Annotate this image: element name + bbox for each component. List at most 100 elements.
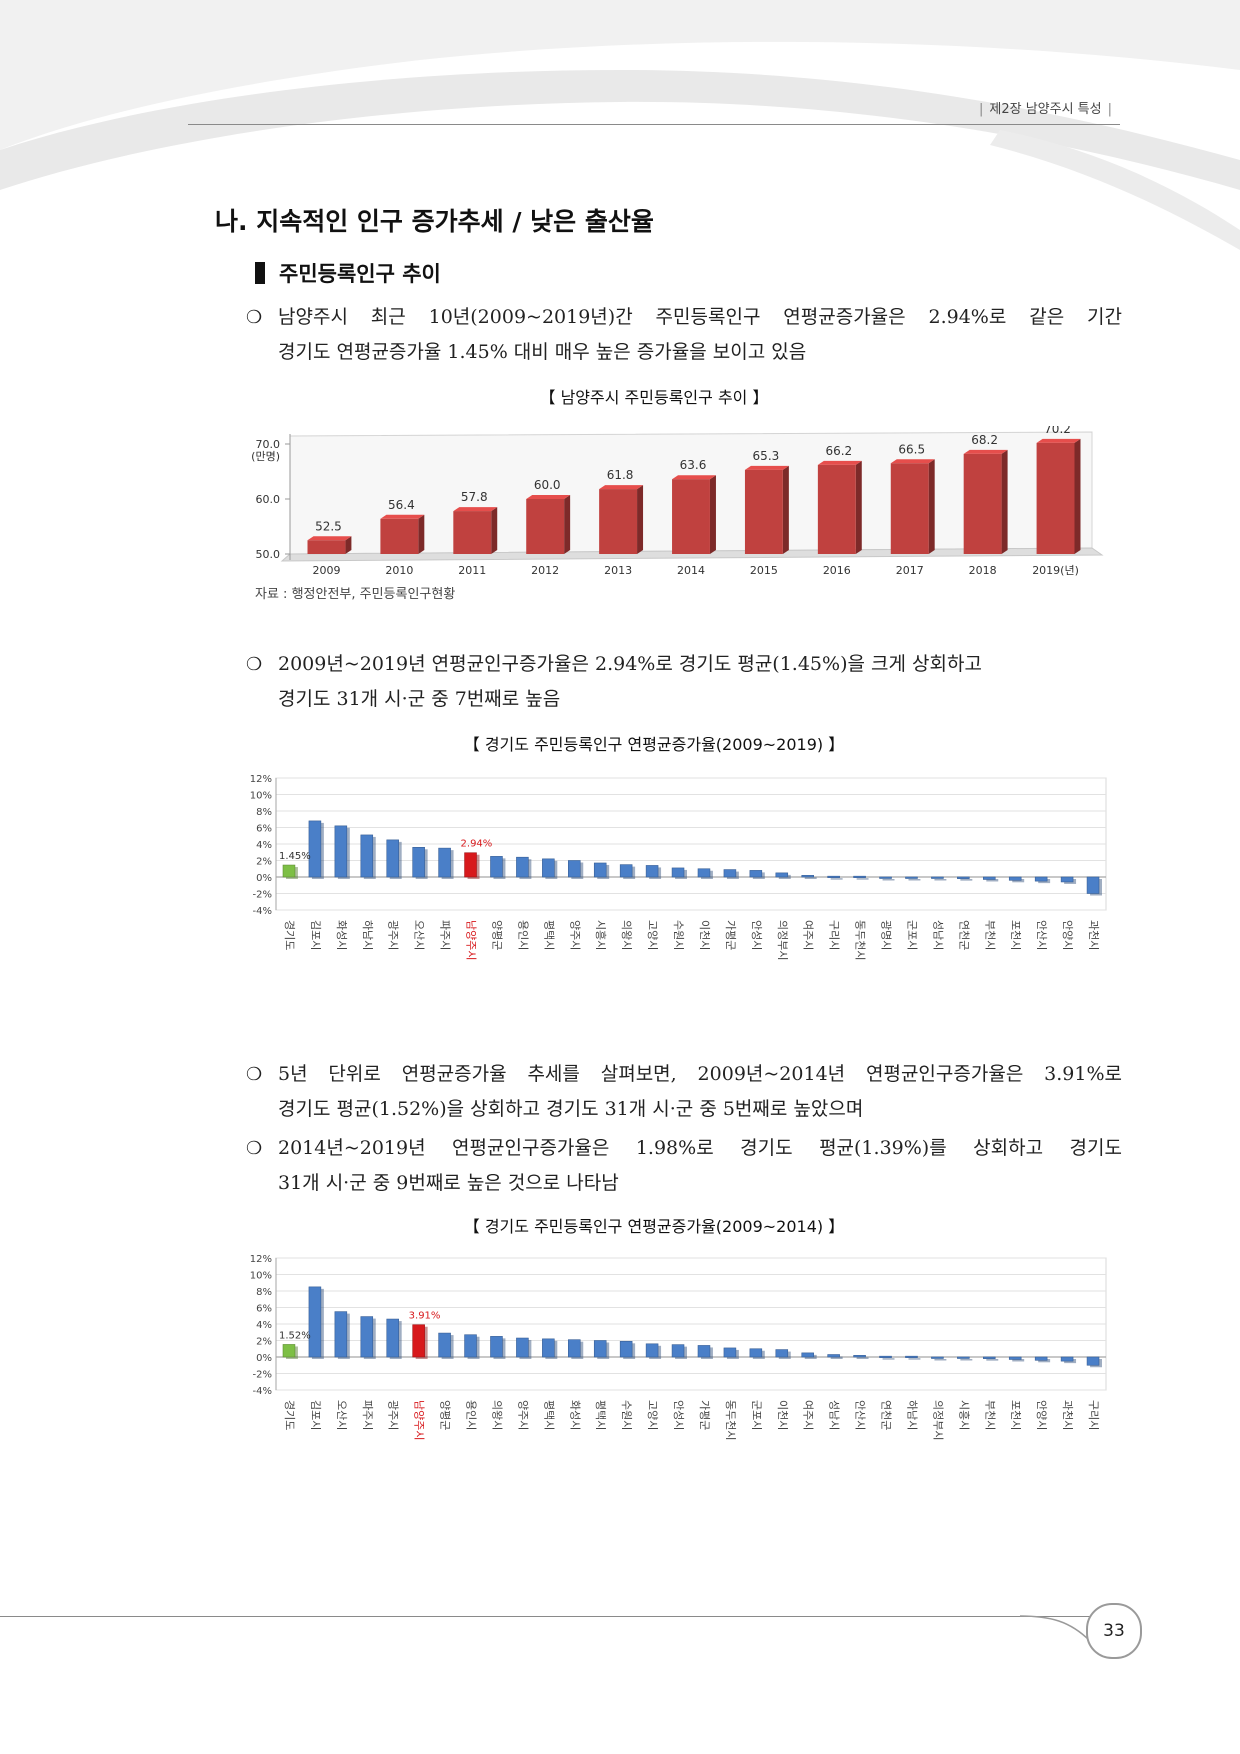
bar bbox=[879, 876, 892, 879]
bar-side bbox=[491, 507, 498, 554]
x-tick-label: 부천시 bbox=[983, 920, 997, 950]
bar bbox=[1034, 1356, 1048, 1361]
x-tick-label: 시흥시 bbox=[957, 1400, 971, 1430]
footer-rule bbox=[0, 1616, 1090, 1617]
paragraph-line: 2009년~2019년 연평균인구증가율은 2.94%로 경기도 평균(1.45… bbox=[278, 653, 982, 675]
x-tick-label: 하남시 bbox=[361, 920, 375, 950]
bar-side bbox=[1001, 449, 1008, 554]
y-tick-label: 4% bbox=[256, 840, 272, 851]
x-tick-label: 가평군 bbox=[724, 920, 737, 950]
bar bbox=[957, 1356, 970, 1359]
bar bbox=[438, 1332, 451, 1358]
bar bbox=[801, 1352, 814, 1358]
x-tick-label: 동두천시 bbox=[854, 920, 868, 960]
x-tick-label: 안성시 bbox=[672, 1400, 685, 1430]
bar bbox=[931, 1356, 944, 1359]
bar-shadow bbox=[960, 879, 973, 881]
bar bbox=[453, 511, 492, 554]
y-tick-label: 10% bbox=[250, 791, 272, 802]
bar bbox=[619, 864, 633, 878]
x-tick-label: 광명시 bbox=[880, 920, 893, 950]
bar bbox=[817, 464, 856, 554]
paragraph-1: ❍ 남양주시 최근 10년(2009~2019년)간 주민등록인구 연평균증가율… bbox=[246, 300, 1122, 370]
paragraph-line: 경기도 31개 시·군 중 7번째로 높음 bbox=[278, 688, 561, 710]
x-tick-label: 이천시 bbox=[698, 920, 712, 950]
bar-shadow bbox=[830, 878, 843, 880]
x-tick-label: 용인시 bbox=[465, 1400, 478, 1430]
bar-side bbox=[782, 465, 789, 554]
bar-shadow bbox=[1012, 1359, 1025, 1362]
bar bbox=[308, 1286, 322, 1358]
bar bbox=[542, 1338, 555, 1358]
bar bbox=[464, 1334, 477, 1358]
x-tick-label: 포천시 bbox=[1009, 1400, 1023, 1430]
bar bbox=[1086, 1356, 1100, 1366]
x-tick-label: 2017 bbox=[896, 564, 924, 577]
x-tick-label: 평택시 bbox=[542, 920, 555, 950]
bar bbox=[697, 868, 711, 878]
bar bbox=[360, 834, 374, 878]
chapter-header: | 제2장 남양주시 특성 | bbox=[979, 102, 1112, 117]
bar bbox=[983, 1356, 996, 1359]
bar bbox=[744, 469, 783, 554]
bar bbox=[723, 869, 737, 878]
bar bbox=[723, 1347, 737, 1358]
circle-bullet-icon: ❍ bbox=[246, 307, 263, 328]
bar bbox=[464, 852, 477, 878]
data-label: 61.8 bbox=[607, 468, 634, 482]
bar bbox=[412, 1324, 425, 1358]
x-tick-label: 가평군 bbox=[698, 1400, 711, 1430]
x-tick-label: 안양시 bbox=[1061, 920, 1074, 950]
bar-top bbox=[599, 485, 644, 490]
x-tick-label: 군포시 bbox=[905, 920, 918, 950]
bar bbox=[853, 1355, 866, 1358]
growth-rate-chart-2009-2014: -4% -2% 0% 2% 4% 6% 8% 10% 12% 경기도 김포시 오산시 파주시 광주시 남양주… bbox=[250, 1254, 1107, 1440]
data-label: 1.52% bbox=[279, 1330, 311, 1341]
x-tick-label: 부천시 bbox=[983, 1400, 997, 1430]
x-tick-label: 연천군 bbox=[880, 1400, 894, 1430]
source-note: 자료 : 행정안전부, 주민등록인구현황 bbox=[255, 587, 456, 602]
bar bbox=[282, 1344, 296, 1358]
x-tick-label: 2012 bbox=[531, 564, 559, 577]
x-tick-label: 김포시 bbox=[309, 920, 322, 950]
bar bbox=[645, 1343, 659, 1358]
x-tick-label: 경기도 bbox=[283, 920, 296, 950]
bar-shadow bbox=[856, 878, 869, 880]
x-tick-label: 양평군 bbox=[490, 920, 503, 950]
bar-shadow bbox=[934, 1359, 947, 1361]
bar bbox=[386, 839, 399, 878]
bar bbox=[801, 875, 814, 878]
x-tick-label: 안양시 bbox=[1035, 1400, 1048, 1430]
growth-rate-chart-2009-2019: -4% -2% 0% 2% 4% 6% 8% 10% 12% 경기도 김포시 화성시 하남시 광주시 오산시… bbox=[250, 774, 1107, 960]
bar-shadow bbox=[804, 877, 817, 879]
x-tick-label: 과천시 bbox=[1061, 1400, 1075, 1430]
bar bbox=[412, 847, 425, 878]
bar bbox=[334, 1311, 348, 1358]
bar-top bbox=[1036, 438, 1081, 443]
paragraph-2: ❍ 2009년~2019년 연평균인구증가율은 2.94%로 경기도 평균(1.… bbox=[246, 647, 1122, 717]
x-tick-label: 수원시 bbox=[620, 1400, 633, 1430]
bar bbox=[1060, 876, 1074, 883]
x-tick-label: 용인시 bbox=[516, 920, 529, 950]
data-label: 68.2 bbox=[971, 433, 998, 447]
bar bbox=[490, 1336, 503, 1358]
bar-side bbox=[637, 485, 644, 554]
bar-shadow bbox=[830, 1356, 843, 1359]
y-tick-label: 0% bbox=[256, 1353, 272, 1364]
x-tick-label: 2019(년) bbox=[1032, 564, 1079, 577]
bar bbox=[282, 864, 296, 878]
data-label: 57.8 bbox=[461, 490, 488, 504]
x-tick-label: 2010 bbox=[385, 564, 413, 577]
bar bbox=[386, 1318, 399, 1358]
y-tick-label: 8% bbox=[256, 807, 272, 818]
bar-side bbox=[1074, 438, 1081, 554]
x-tick-label: 2018 bbox=[969, 564, 997, 577]
y-tick-label: 6% bbox=[256, 1304, 272, 1315]
bar-top bbox=[963, 449, 1008, 454]
x-tick-label: 2009 bbox=[312, 564, 340, 577]
page-number: 33 bbox=[1086, 1603, 1142, 1659]
y-tick-label: -2% bbox=[253, 890, 272, 901]
y-tick-label: 10% bbox=[250, 1271, 272, 1282]
bar-shadow bbox=[960, 1359, 973, 1361]
bar-top bbox=[380, 514, 425, 519]
